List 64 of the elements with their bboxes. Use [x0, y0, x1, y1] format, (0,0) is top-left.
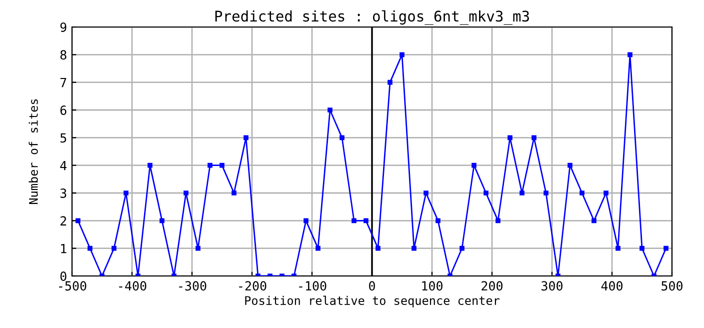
x-tick-label: -500	[59, 281, 86, 291]
point	[520, 190, 524, 196]
point	[184, 190, 188, 196]
point	[340, 135, 344, 140]
point	[388, 80, 392, 85]
point	[76, 218, 80, 224]
x-tick-label: 500	[662, 281, 682, 291]
point	[328, 108, 332, 112]
point	[496, 218, 500, 224]
point	[424, 190, 428, 196]
point	[244, 135, 248, 140]
point	[508, 135, 512, 140]
point	[604, 190, 608, 196]
y-tick-label: 4	[60, 161, 67, 170]
point	[568, 162, 572, 168]
x-tick-label: 0	[369, 281, 375, 291]
point	[628, 52, 632, 58]
point	[352, 218, 356, 224]
point	[580, 190, 584, 196]
x-axis-title: Position relative to sequence center	[245, 296, 500, 308]
point	[640, 246, 644, 251]
y-axis-title: Number of sites	[28, 99, 38, 204]
y-tick-label: 3	[60, 188, 66, 198]
point	[412, 246, 416, 251]
x-tick-label: 200	[482, 281, 502, 291]
point	[148, 162, 152, 168]
point	[160, 218, 164, 224]
point	[664, 246, 668, 251]
point	[112, 246, 116, 251]
y-tick-label: 7	[60, 78, 66, 88]
x-tick-label: 400	[601, 281, 622, 291]
chart-title: Predicted sites : oligos_6nt_mkv3_m3	[215, 10, 529, 25]
point	[472, 162, 476, 168]
point	[400, 52, 404, 58]
y-tick-label: 9	[60, 22, 66, 32]
point	[484, 190, 488, 196]
point	[220, 162, 224, 168]
y-tick-label: 8	[60, 50, 66, 60]
point	[232, 190, 236, 196]
point	[208, 162, 212, 168]
y-tick-label: 5	[60, 133, 66, 143]
point	[316, 246, 320, 251]
x-tick-label: 100	[422, 281, 442, 291]
point	[460, 246, 464, 251]
x-tick-label: 300	[542, 281, 562, 291]
point	[88, 246, 92, 251]
point	[544, 190, 548, 196]
point	[616, 246, 620, 251]
point	[304, 218, 308, 224]
point	[532, 135, 536, 140]
point	[436, 218, 440, 224]
y-tick-label: 1	[61, 244, 66, 254]
x-tick-label: -200	[239, 281, 266, 291]
point	[376, 246, 380, 251]
point	[364, 218, 368, 224]
x-tick-label: -400	[119, 281, 146, 291]
y-tick-label: 0	[60, 272, 66, 281]
x-tick-label: -100	[299, 281, 326, 291]
point	[124, 190, 128, 196]
point	[592, 218, 596, 224]
y-tick-label: 6	[60, 106, 66, 115]
point	[196, 246, 200, 251]
x-tick-label: -300	[179, 281, 206, 291]
y-tick-label: 2	[60, 216, 66, 226]
